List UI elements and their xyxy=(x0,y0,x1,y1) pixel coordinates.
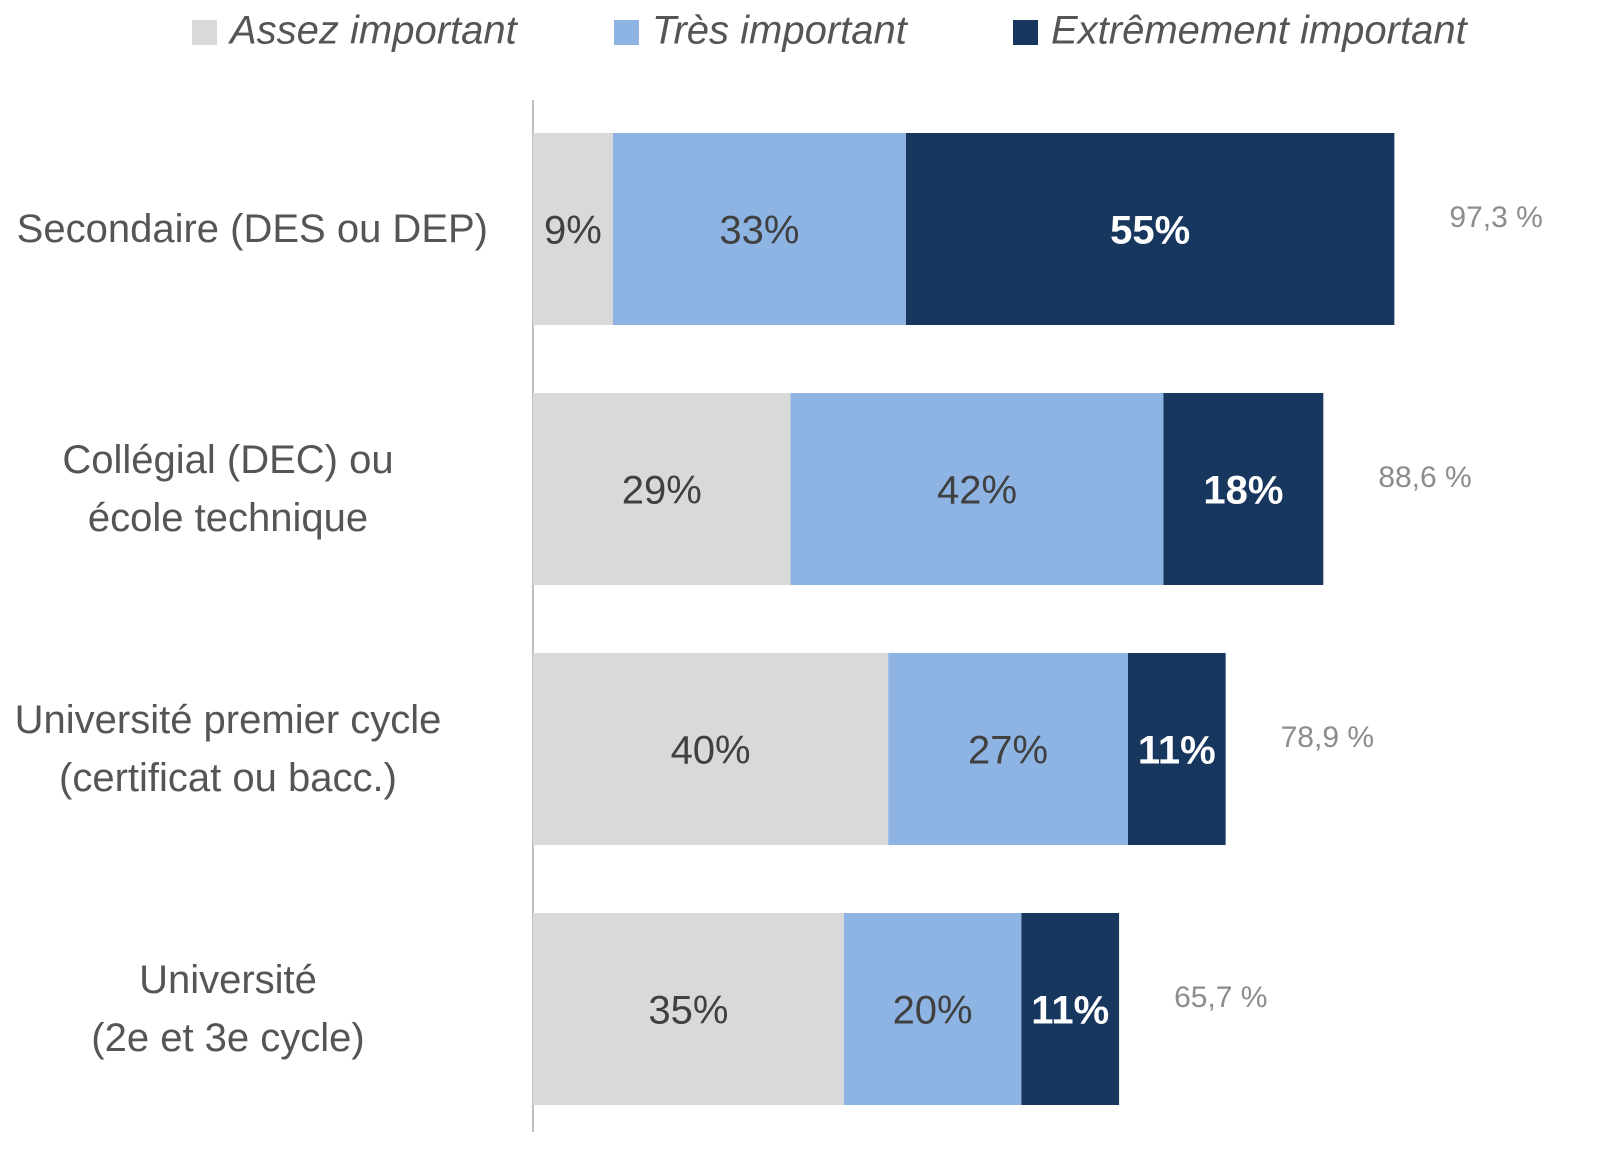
value-label: 27% xyxy=(968,729,1048,773)
bar-segment xyxy=(612,133,906,325)
legend-swatch xyxy=(192,20,217,45)
bar-segment xyxy=(843,913,1022,1105)
legend-swatch xyxy=(1013,20,1038,45)
legend-label: Assez important xyxy=(228,9,519,53)
value-label: 20% xyxy=(893,989,973,1033)
category-label: Secondaire (DES ou DEP) xyxy=(16,207,488,251)
category-label: Université (2e et 3e cycle) xyxy=(91,958,365,1060)
value-label: 9% xyxy=(544,209,602,253)
bar-segment xyxy=(888,653,1128,845)
total-annotation: 65,7 % xyxy=(1174,981,1267,1014)
value-label: 42% xyxy=(937,469,1017,513)
value-label: 11% xyxy=(1138,729,1216,773)
value-label: 35% xyxy=(648,989,728,1033)
bar-segment xyxy=(533,913,844,1105)
legend-swatch xyxy=(614,20,639,45)
bar-segment xyxy=(533,393,791,585)
bar-segment xyxy=(1163,393,1324,585)
bar-segment xyxy=(1127,653,1226,845)
value-label: 55% xyxy=(1110,209,1190,253)
bar-segment xyxy=(533,653,889,845)
legend-label: Très important xyxy=(652,9,909,53)
bar-segment xyxy=(905,133,1395,325)
value-label: 29% xyxy=(622,469,702,513)
legend-label: Extrêmement important xyxy=(1051,9,1469,53)
bar-segment xyxy=(790,393,1164,585)
category-label: Collégial (DEC) ou école technique xyxy=(62,438,394,540)
value-label: 11% xyxy=(1031,989,1109,1033)
value-label: 18% xyxy=(1203,469,1283,513)
category-label: Université premier cycle (certificat ou … xyxy=(14,698,442,800)
bar-segment xyxy=(533,133,613,325)
value-label: 33% xyxy=(719,209,799,253)
value-label: 40% xyxy=(671,729,751,773)
total-annotation: 88,6 % xyxy=(1378,461,1471,494)
total-annotation: 97,3 % xyxy=(1449,201,1542,234)
bar-segment xyxy=(1021,913,1120,1105)
total-annotation: 78,9 % xyxy=(1281,721,1374,754)
